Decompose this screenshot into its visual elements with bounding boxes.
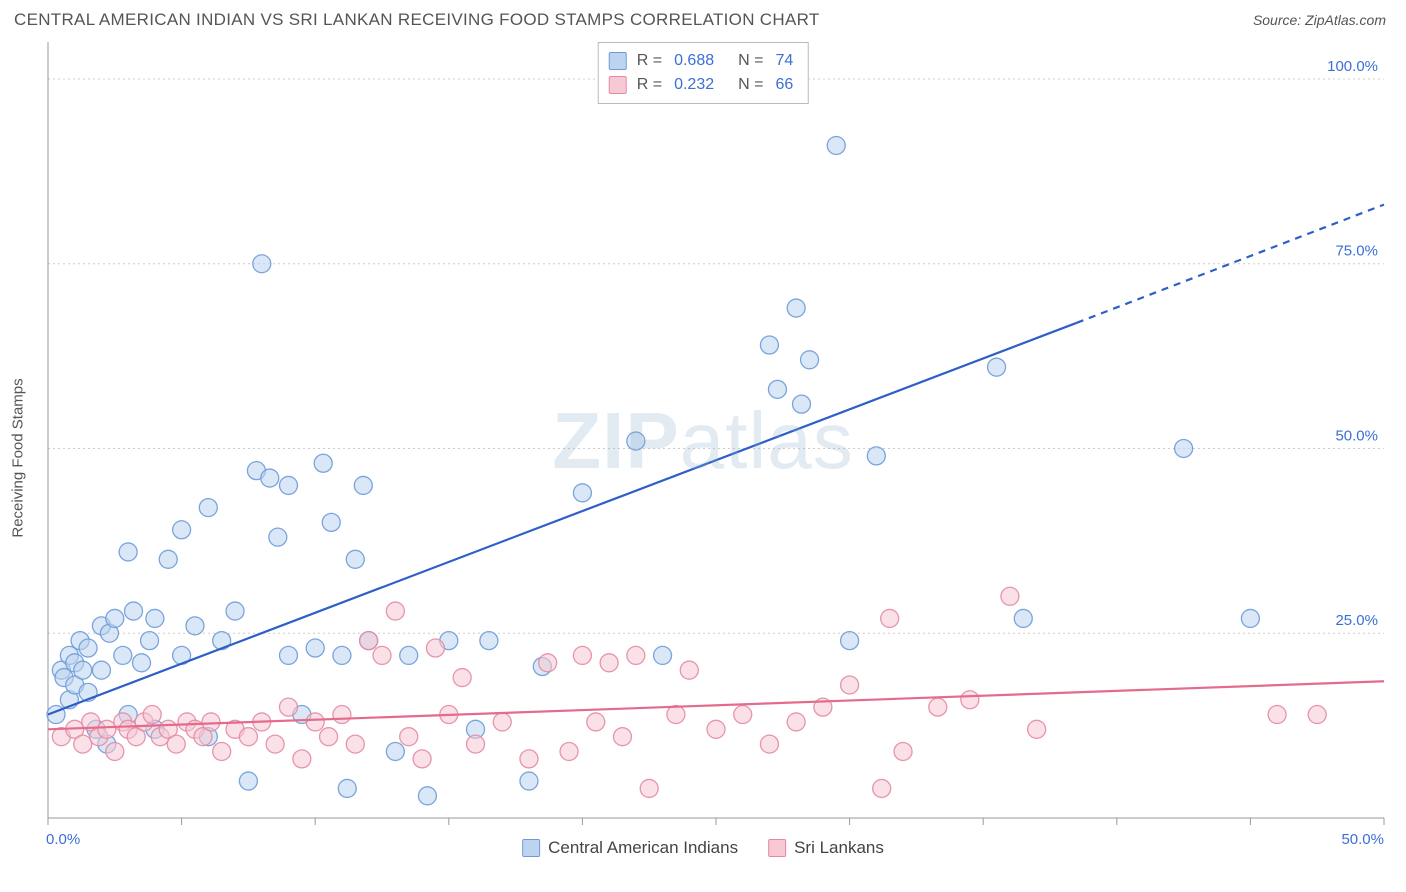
- svg-text:50.0%: 50.0%: [1341, 831, 1384, 848]
- legend-swatch: [609, 52, 627, 70]
- chart-source: Source: ZipAtlas.com: [1253, 12, 1386, 28]
- svg-text:100.0%: 100.0%: [1327, 58, 1378, 75]
- stats-legend-row: R =0.688N =74: [609, 49, 794, 73]
- legend-item: Central American Indians: [522, 838, 738, 858]
- legend-swatch: [609, 76, 627, 94]
- chart-container: Receiving Food Stamps ZIPatlas 25.0%50.0…: [0, 38, 1406, 878]
- svg-text:25.0%: 25.0%: [1335, 612, 1378, 629]
- legend-label: Central American Indians: [548, 838, 738, 858]
- stats-legend-row: R =0.232N =66: [609, 73, 794, 97]
- y-axis-label: Receiving Food Stamps: [10, 378, 27, 537]
- svg-text:0.0%: 0.0%: [46, 831, 80, 848]
- svg-text:75.0%: 75.0%: [1335, 243, 1378, 260]
- legend-swatch: [522, 839, 540, 857]
- chart-header: CENTRAL AMERICAN INDIAN VS SRI LANKAN RE…: [0, 0, 1406, 38]
- legend-item: Sri Lankans: [768, 838, 884, 858]
- legend-label: Sri Lankans: [794, 838, 884, 858]
- series-legend: Central American Indians Sri Lankans: [522, 838, 884, 858]
- legend-swatch: [768, 839, 786, 857]
- svg-text:50.0%: 50.0%: [1335, 427, 1378, 444]
- scatter-chart: 25.0% 50.0% 75.0% 100.0% 0.0% 50.0%: [0, 38, 1406, 878]
- stats-legend: R =0.688N =74R =0.232N =66: [598, 42, 809, 104]
- chart-title: CENTRAL AMERICAN INDIAN VS SRI LANKAN RE…: [14, 10, 820, 30]
